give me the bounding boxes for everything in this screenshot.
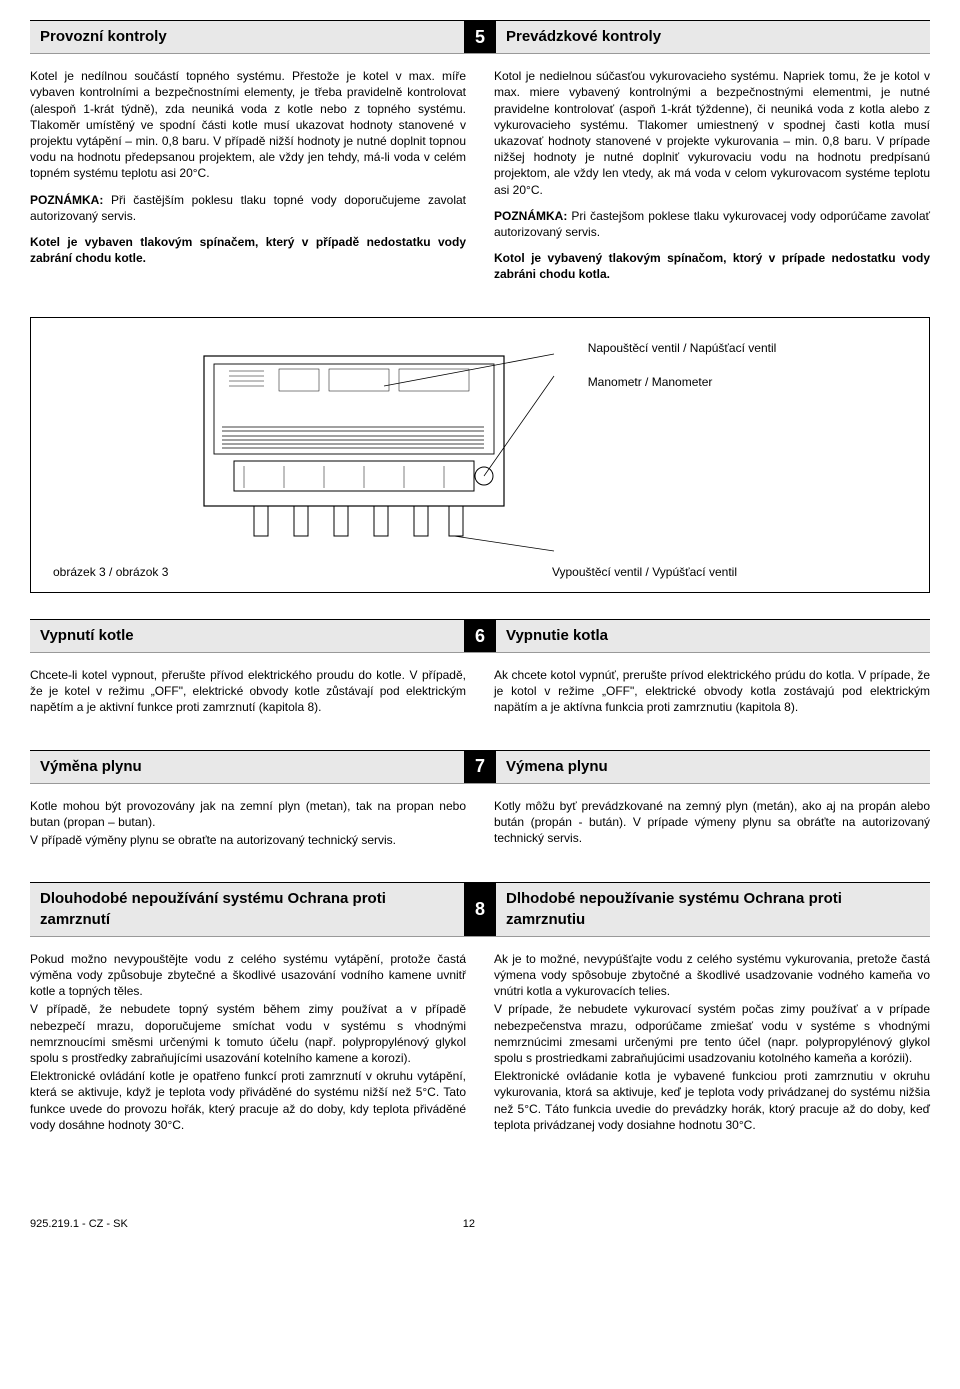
para: Ak je to možné, nevypúšťajte vodu z celé…	[494, 951, 930, 1000]
footer-page-number: 12	[128, 1217, 810, 1232]
col-left: Kotel je nedílnou součástí topného systé…	[30, 68, 466, 292]
section-title-left: Dlouhodobé nepoužívání systému Ochrana p…	[30, 883, 464, 936]
figure-3: Napouštěcí ventil / Napúšťací ventil Man…	[30, 317, 930, 593]
para: Kotle mohou být provozovány jak na zemní…	[30, 798, 466, 830]
col-right: Kotol je nedielnou súčasťou vykurovacieh…	[494, 68, 930, 292]
section-8-body: Pokud možno nevypouštějte vodu z celého …	[30, 951, 930, 1143]
section-title-left: Výměna plynu	[30, 751, 464, 783]
page-footer: 925.219.1 - CZ - SK 12	[30, 1213, 930, 1232]
figure-labels: Napouštěcí ventil / Napúšťací ventil Man…	[588, 336, 777, 390]
section-title-right: Výmena plynu	[496, 751, 930, 783]
note-label: POZNÁMKA:	[30, 193, 103, 207]
para: Ak chcete kotol vypnúť, prerušte prívod …	[494, 667, 930, 716]
para: V případě výměny plynu se obraťte na aut…	[30, 832, 466, 848]
para: V případě, že nebudete topný systém běhe…	[30, 1001, 466, 1066]
col-right: Ak je to možné, nevypúšťajte vodu z celé…	[494, 951, 930, 1143]
para: Kotly môžu byť prevádzkované na zemný pl…	[494, 798, 930, 847]
section-title-right: Dlhodobé nepoužívanie systému Ochrana pr…	[496, 883, 930, 936]
para: Chcete-li kotel vypnout, přerušte přívod…	[30, 667, 466, 716]
section-header-7: Výměna plynu 7 Výmena plynu	[30, 750, 930, 784]
section-6-body: Chcete-li kotel vypnout, přerušte přívod…	[30, 667, 930, 726]
label-fill-valve: Napouštěcí ventil / Napúšťací ventil	[588, 340, 777, 356]
section-number: 5	[464, 21, 496, 53]
col-right: Kotly môžu byť prevádzkované na zemný pl…	[494, 798, 930, 859]
para: Kotel je nedílnou součástí topného systé…	[30, 68, 466, 181]
label-manometer: Manometr / Manometer	[588, 374, 777, 390]
section-title-left: Vypnutí kotle	[30, 620, 464, 652]
section-title-left: Provozní kontroly	[30, 21, 464, 53]
section-number: 7	[464, 751, 496, 783]
figure-caption: obrázek 3 / obrázok 3	[53, 564, 168, 580]
para: V prípade, že nebudete vykurovací systém…	[494, 1001, 930, 1066]
section-5-body: Kotel je nedílnou součástí topného systé…	[30, 68, 930, 292]
note: POZNÁMKA: Pri častejšom poklese tlaku vy…	[494, 208, 930, 240]
label-drain-valve: Vypouštěcí ventil / Vypúšťací ventil	[552, 564, 907, 580]
section-header-6: Vypnutí kotle 6 Vypnutie kotla	[30, 619, 930, 653]
col-right: Ak chcete kotol vypnúť, prerušte prívod …	[494, 667, 930, 726]
para: Pokud možno nevypouštějte vodu z celého …	[30, 951, 466, 1000]
para: Elektronické ovládání kotle je opatřeno …	[30, 1068, 466, 1133]
boiler-diagram	[184, 336, 564, 556]
section-title-right: Vypnutie kotla	[496, 620, 930, 652]
bold-para: Kotol je vybavený tlakovým spínačom, kto…	[494, 250, 930, 282]
note: POZNÁMKA: Při častějším poklesu tlaku to…	[30, 192, 466, 224]
col-left: Chcete-li kotel vypnout, přerušte přívod…	[30, 667, 466, 726]
bold-para: Kotel je vybaven tlakovým spínačem, kter…	[30, 234, 466, 266]
footer-doc-id: 925.219.1 - CZ - SK	[30, 1217, 128, 1232]
note-label: POZNÁMKA:	[494, 209, 567, 223]
section-number: 8	[464, 883, 496, 936]
col-left: Pokud možno nevypouštějte vodu z celého …	[30, 951, 466, 1143]
section-title-right: Prevádzkové kontroly	[496, 21, 930, 53]
section-number: 6	[464, 620, 496, 652]
para: Kotol je nedielnou súčasťou vykurovacieh…	[494, 68, 930, 198]
section-header-8: Dlouhodobé nepoužívání systému Ochrana p…	[30, 882, 930, 937]
para: Elektronické ovládanie kotla je vybavené…	[494, 1068, 930, 1133]
section-header-5: Provozní kontroly 5 Prevádzkové kontroly	[30, 20, 930, 54]
col-left: Kotle mohou být provozovány jak na zemní…	[30, 798, 466, 859]
section-7-body: Kotle mohou být provozovány jak na zemní…	[30, 798, 930, 859]
